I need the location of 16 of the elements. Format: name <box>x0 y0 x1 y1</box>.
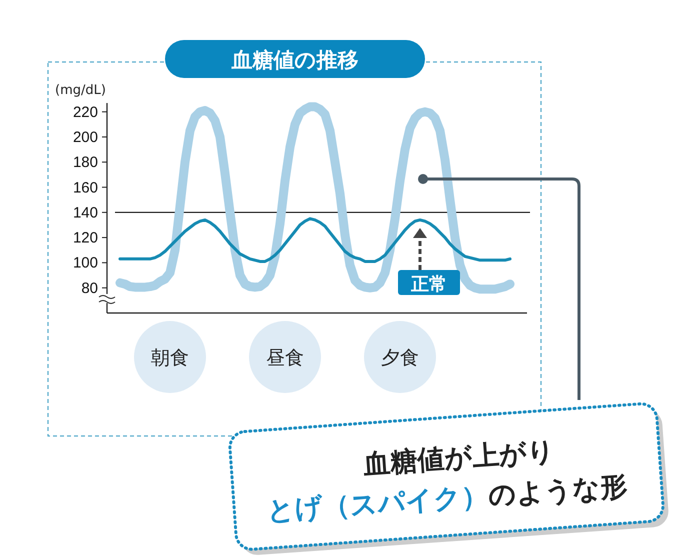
x-tick-label: 昼食 <box>266 347 304 369</box>
y-tick-label: 200 <box>72 128 98 146</box>
y-tick-label: 120 <box>72 230 98 247</box>
y-tick-label: 220 <box>72 104 98 121</box>
x-tick-label: 朝食 <box>151 347 189 369</box>
x-tick-label: 夕食 <box>381 347 419 369</box>
y-tick-label: 140 <box>72 204 98 222</box>
y-tick-label: 80 <box>81 280 98 297</box>
y-tick-label: 160 <box>72 179 98 196</box>
y-axis-title: (mg/dL) <box>55 83 106 98</box>
annotation: 正常 <box>410 274 447 295</box>
line-series <box>118 217 512 263</box>
y-tick-label: 100 <box>72 254 98 272</box>
chart-title: 血糖値の推移 <box>230 48 358 72</box>
y-tick-label: 180 <box>72 154 98 172</box>
text: とげ（スパイク） <box>266 480 490 528</box>
